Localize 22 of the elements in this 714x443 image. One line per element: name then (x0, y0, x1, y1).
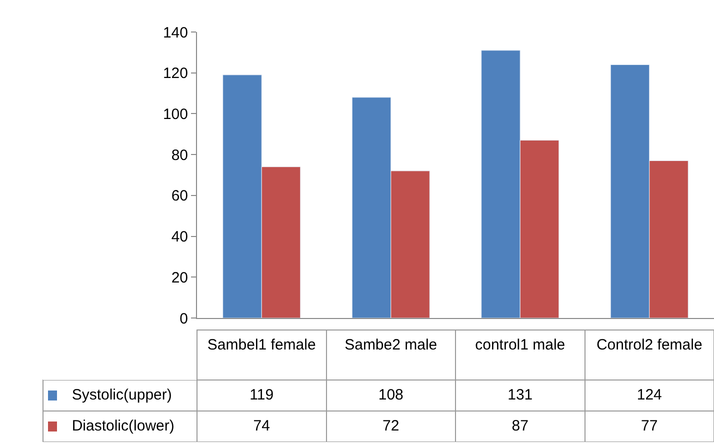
y-tick-label: 60 (171, 188, 188, 205)
data-label: 124 (636, 386, 662, 404)
data-label: 108 (378, 386, 404, 404)
x-tick-label: Sambel1 female (207, 336, 316, 354)
data-label: 74 (253, 417, 270, 434)
data-label: 77 (641, 417, 658, 434)
data-label: 87 (512, 417, 528, 434)
x-tick-label: Sambe2 male (344, 336, 438, 354)
y-tick-label: 140 (162, 24, 188, 42)
y-tick-label: 0 (180, 310, 188, 328)
legend-label: Diastolic(lower) (51, 417, 174, 434)
data-label: 131 (508, 386, 533, 404)
legend-label: Systolic(upper) (51, 386, 172, 404)
y-tick-label: 40 (171, 228, 188, 246)
data-label: 72 (382, 417, 400, 434)
data-label: 119 (250, 386, 274, 404)
y-tick-label: 100 (162, 106, 188, 123)
x-tick-label: control1 male (475, 336, 566, 354)
y-tick-label: 120 (162, 65, 188, 82)
y-tick-label: 80 (171, 146, 188, 164)
x-tick-label: Control2 female (596, 336, 702, 354)
y-tick-label: 20 (171, 269, 188, 286)
